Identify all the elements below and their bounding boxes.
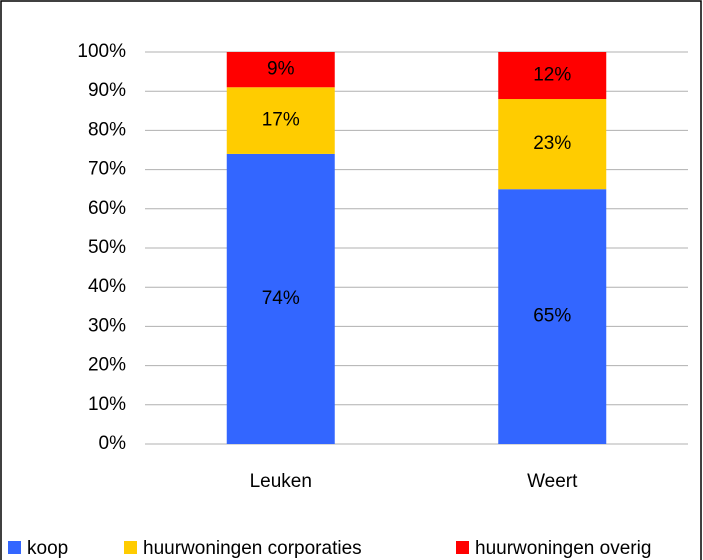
y-tick-label: 30% bbox=[88, 315, 126, 336]
y-tick-label: 80% bbox=[88, 119, 126, 140]
x-tick-label: Leuken bbox=[250, 471, 312, 492]
legend-swatch bbox=[8, 541, 21, 554]
y-tick-label: 70% bbox=[88, 159, 126, 180]
y-tick-label: 10% bbox=[88, 394, 126, 415]
legend-label: huurwoningen corporaties bbox=[143, 538, 362, 559]
bar-segment bbox=[226, 87, 335, 154]
bar-segment bbox=[498, 99, 607, 190]
y-tick-label: 90% bbox=[88, 80, 126, 101]
bar-segment bbox=[498, 52, 607, 100]
data-label: 17% bbox=[262, 110, 300, 131]
bar-segment bbox=[226, 153, 335, 445]
y-tick-label: 50% bbox=[88, 237, 126, 258]
y-tick-label: 40% bbox=[88, 276, 126, 297]
data-label: 9% bbox=[267, 59, 295, 80]
bar-segment bbox=[498, 189, 607, 444]
bar-segment bbox=[226, 52, 335, 88]
legend-label: koop bbox=[27, 538, 68, 559]
x-tick-label: Weert bbox=[527, 471, 578, 492]
data-label: 74% bbox=[262, 288, 300, 309]
legend-swatch bbox=[456, 541, 469, 554]
legend-label: huurwoningen overig bbox=[475, 538, 651, 559]
data-label: 65% bbox=[533, 306, 571, 327]
data-label: 12% bbox=[533, 65, 571, 86]
data-label: 23% bbox=[533, 133, 571, 154]
legend-swatch bbox=[124, 541, 137, 554]
y-tick-label: 100% bbox=[77, 41, 126, 62]
y-tick-label: 60% bbox=[88, 198, 126, 219]
y-tick-label: 0% bbox=[99, 433, 127, 454]
y-tick-label: 20% bbox=[88, 355, 126, 376]
